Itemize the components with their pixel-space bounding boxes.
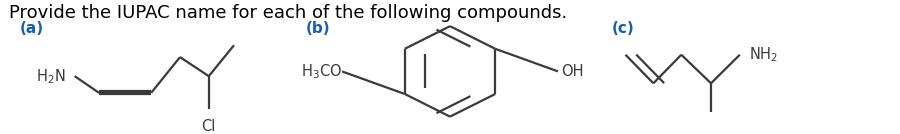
Text: H$_2$N: H$_2$N xyxy=(36,67,66,85)
Text: Provide the IUPAC name for each of the following compounds.: Provide the IUPAC name for each of the f… xyxy=(9,4,567,22)
Text: Cl: Cl xyxy=(202,119,216,134)
Text: OH: OH xyxy=(561,64,583,79)
Text: H$_3$CO: H$_3$CO xyxy=(301,62,342,81)
Text: (b): (b) xyxy=(306,21,330,36)
Text: (a): (a) xyxy=(20,21,44,36)
Text: (c): (c) xyxy=(612,21,634,36)
Text: NH$_2$: NH$_2$ xyxy=(749,45,778,64)
